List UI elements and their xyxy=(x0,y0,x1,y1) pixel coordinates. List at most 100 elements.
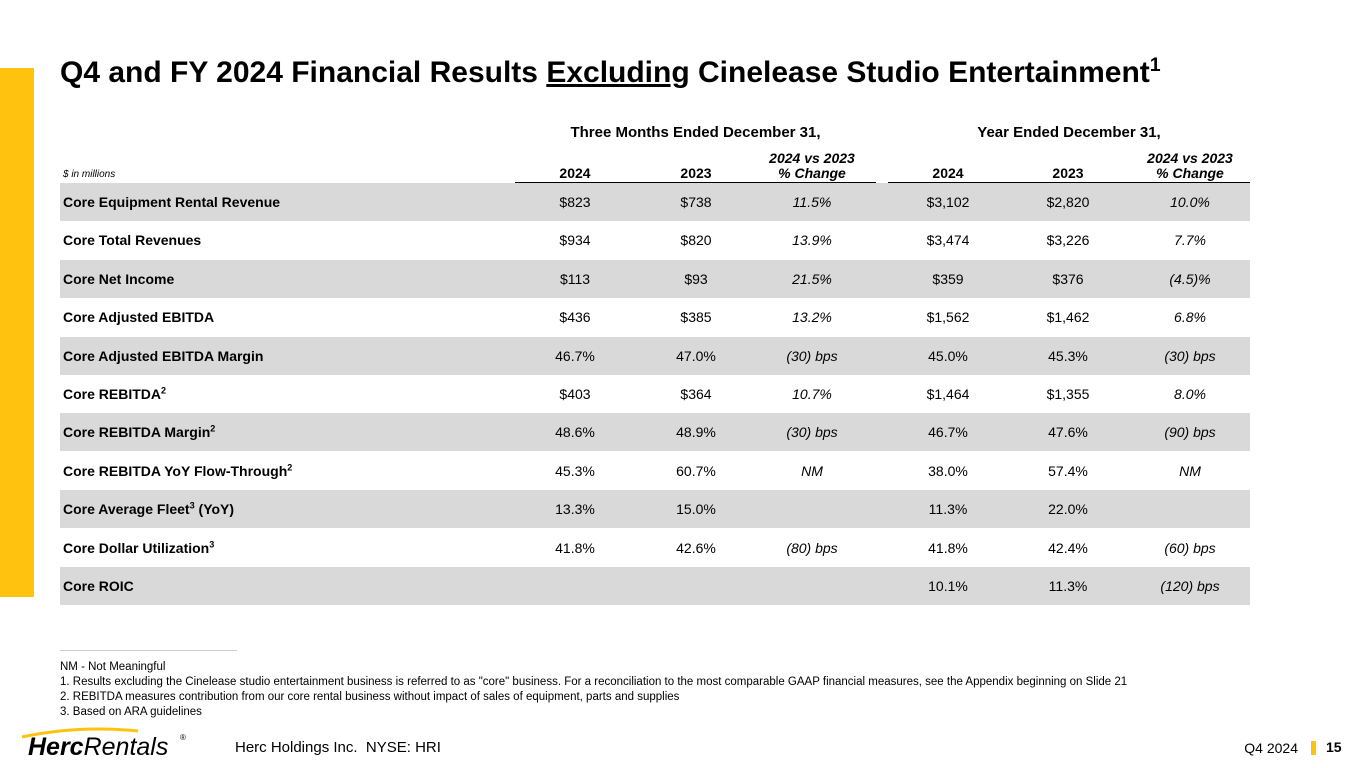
column-header-line: 2023 xyxy=(680,165,712,181)
page-number: 15 xyxy=(1326,739,1342,755)
label-text: Core ROIC xyxy=(63,578,134,594)
cell: (120) bps xyxy=(1160,578,1220,594)
row-label: Core REBITDA YoY Flow-Through2 xyxy=(63,463,292,479)
cell: $3,102 xyxy=(926,194,970,210)
table-row: Core Adjusted EBITDA Margin 46.7% 47.0% (30… xyxy=(60,336,1250,375)
footnote: 3. Based on ARA guidelines xyxy=(60,706,202,718)
unit-note: $ in millions xyxy=(63,169,116,180)
logo-swoosh xyxy=(21,727,139,739)
cell: (90) bps xyxy=(1164,424,1216,441)
cell: 11.3% xyxy=(1048,578,1088,594)
accent-bar xyxy=(0,68,34,597)
label-text: Core REBITDA xyxy=(63,386,162,402)
cell: (60) bps xyxy=(1164,539,1216,556)
cell: $93 xyxy=(684,270,708,287)
logo-text: HercRentals xyxy=(28,733,168,761)
cell: 22.0% xyxy=(1048,501,1088,518)
cell: 6.8% xyxy=(1174,309,1206,326)
column-header-line: 2023 xyxy=(1052,165,1084,181)
cell: 47.6% xyxy=(1048,424,1088,441)
logo-bold: Herc xyxy=(28,733,84,761)
cell: NM xyxy=(1179,462,1201,479)
label-superscript: 2 xyxy=(287,462,293,473)
cell: $820 xyxy=(680,232,712,249)
column-header: 2023 xyxy=(1003,166,1133,181)
cell: $3,226 xyxy=(1046,232,1090,249)
label-text: Core Dollar Utilization xyxy=(63,539,210,556)
title-underlined: Excluding xyxy=(546,56,690,89)
cell: $934 xyxy=(559,232,591,249)
cell: 41.8% xyxy=(928,539,968,556)
cell: $1,355 xyxy=(1046,386,1090,402)
cell: $113 xyxy=(559,270,591,287)
notes-divider xyxy=(60,650,237,651)
table-row: Core REBITDA2 $403 $364 10.7% $1,464 $1,355 8.… xyxy=(60,375,1250,413)
cell: 13.9% xyxy=(792,232,832,249)
footnote: 1. Results excluding the Cinelease studi… xyxy=(60,676,1128,688)
cell: 13.3% xyxy=(555,501,595,518)
cell: $738 xyxy=(680,194,712,210)
label-superscript: 3 xyxy=(189,500,195,511)
group-header: Year Ended December 31, xyxy=(977,124,1161,141)
label-text: Core Net Income xyxy=(63,270,175,287)
row-label: Core Adjusted EBITDA Margin xyxy=(63,348,263,364)
row-label: Core Adjusted EBITDA xyxy=(63,309,214,325)
company: Herc Holdings Inc. NYSE: HRI xyxy=(235,739,441,756)
cell: (30) bps xyxy=(1164,347,1216,364)
cell: 15.0% xyxy=(676,501,716,518)
footnote: NM - Not Meaningful xyxy=(60,661,166,673)
table-row: Core REBITDA YoY Flow-Through2 45.3% 60.7%… xyxy=(60,451,1250,490)
cell: 8.0% xyxy=(1174,386,1206,402)
label-text: Core REBITDA YoY Flow-Through xyxy=(63,462,288,479)
table-row: Core Total Revenues $934 $820 13.9% $3,474 $3… xyxy=(60,221,1250,260)
cell: $403 xyxy=(559,386,591,402)
cell: 45.3% xyxy=(555,462,595,479)
table-row: Core ROIC 10.1% 11.3% (120) bps xyxy=(60,567,1250,605)
column-header-line: 2024 xyxy=(932,165,964,181)
table-row: Core Net Income $113 $93 21.5% $359 $376 (4.5)… xyxy=(60,259,1250,298)
cell: 47.0% xyxy=(676,347,716,364)
group-header: Three Months Ended December 31, xyxy=(570,124,821,141)
column-header: 2023 xyxy=(631,166,761,181)
cell: $364 xyxy=(680,386,712,402)
cell: 57.4% xyxy=(1048,462,1088,479)
title: Q4 and FY 2024 Financial Results Excludi… xyxy=(60,55,1161,90)
label-superscript: 2 xyxy=(210,423,216,434)
footnote: 2. REBITDA measures contribution from ou… xyxy=(60,691,680,703)
cell: $1,464 xyxy=(926,386,970,402)
cell: 41.8% xyxy=(555,539,595,556)
table-row: Core REBITDA Margin2 48.6% 48.9% (30) bps 46… xyxy=(60,413,1250,452)
page-accent xyxy=(1311,741,1316,755)
cell: 42.4% xyxy=(1048,539,1088,556)
column-header-line: 2024 xyxy=(559,165,591,181)
column-header-line: % Change xyxy=(778,165,846,181)
column-header-line: 2024 vs 2023 xyxy=(769,150,855,166)
label-superscript: 3 xyxy=(209,538,215,549)
label-text: Core REBITDA Margin xyxy=(63,424,211,441)
title-text: Q4 and FY 2024 Financial Results xyxy=(60,56,547,89)
cell: 13.2% xyxy=(792,309,832,326)
cell: $359 xyxy=(932,270,964,287)
cell: 45.0% xyxy=(928,347,968,364)
title-text: Cinelease Studio Entertainment xyxy=(689,56,1150,89)
cell: $3,474 xyxy=(926,232,970,249)
row-label: Core Equipment Rental Revenue xyxy=(63,194,280,210)
logo-mark: ® xyxy=(180,733,186,742)
cell: 11.3% xyxy=(928,501,968,518)
period: Q4 2024 xyxy=(1244,740,1298,756)
row-label: Core REBITDA2 xyxy=(63,386,166,402)
cell: 10.1% xyxy=(928,578,968,594)
cell: (4.5)% xyxy=(1169,270,1211,287)
cell: 48.9% xyxy=(676,424,716,441)
cell: 38.0% xyxy=(928,462,968,479)
label-superscript: 2 xyxy=(161,385,167,396)
cell: 21.5% xyxy=(792,270,832,287)
cell: 60.7% xyxy=(676,462,716,479)
table-row: Core Adjusted EBITDA $436 $385 13.2% $1,562 $… xyxy=(60,298,1250,337)
cell: 42.6% xyxy=(676,539,716,556)
table-row: Core Average Fleet3 (YoY) 13.3% 15.0% 11.3%… xyxy=(60,490,1250,529)
cell: 48.6% xyxy=(555,424,595,441)
cell: 10.7% xyxy=(792,386,832,402)
cell: (30) bps xyxy=(786,424,838,441)
